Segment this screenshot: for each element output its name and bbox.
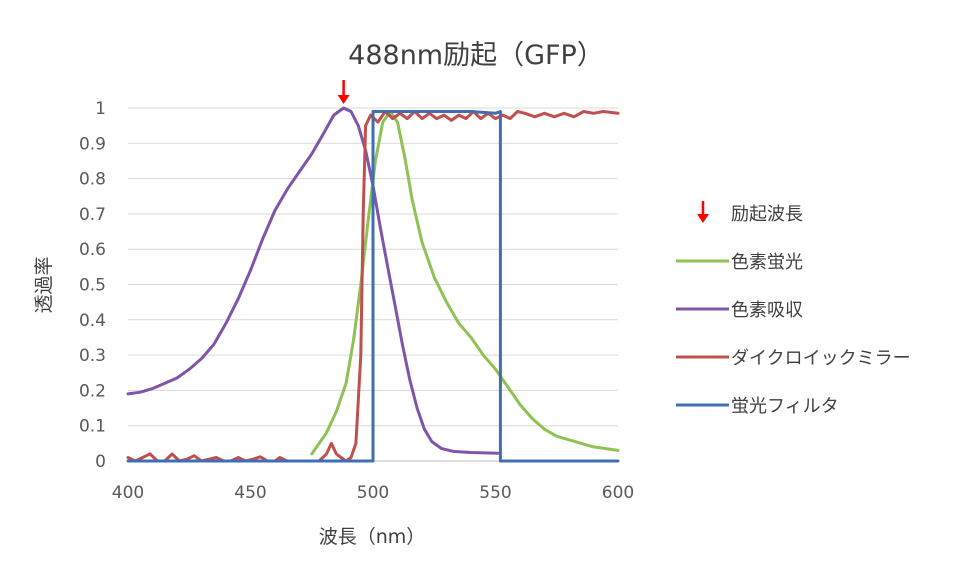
legend-label-3: 蛍光フィルタ (731, 396, 839, 417)
y-tick-label: 0.6 (79, 240, 106, 260)
x-axis-title: 波長（nm） (319, 526, 426, 548)
series-line-1 (126, 106, 500, 455)
legend-label-excitation: 励起波長 (731, 204, 803, 225)
x-tick-label: 450 (234, 483, 266, 503)
series-line-3 (126, 110, 620, 463)
legend-label-2: ダイクロイックミラー (731, 348, 911, 369)
y-axis-ticks: 0 0.1 0.2 0.3 0.4 0.5 0.6 0.7 0.8 0.9 1 (79, 99, 106, 472)
legend-label-0: 色素蛍光 (731, 252, 803, 273)
x-tick-label: 500 (357, 483, 389, 503)
y-tick-label: 0.1 (79, 417, 106, 437)
y-tick-label: 0 (95, 452, 106, 472)
y-tick-label: 0.3 (79, 346, 106, 366)
legend-label-1: 色素吸収 (731, 300, 803, 321)
y-tick-label: 0.9 (79, 134, 106, 154)
y-tick-label: 0.2 (79, 381, 106, 401)
x-tick-label: 600 (602, 483, 634, 503)
x-axis-ticks: 400 450 500 550 600 (112, 483, 634, 503)
y-tick-label: 1 (95, 99, 106, 119)
x-tick-label: 400 (112, 483, 144, 503)
legend-marker-excitation (697, 201, 709, 223)
y-tick-label: 0.5 (79, 276, 106, 296)
y-tick-label: 0.7 (79, 205, 106, 225)
excitation-arrow-head (337, 95, 350, 104)
y-tick-label: 0.8 (79, 170, 106, 190)
chart-title: 488nm励起（GFP） (348, 40, 604, 71)
y-axis-title: 透過率 (33, 256, 55, 313)
excitation-marker (337, 80, 350, 104)
series-line-0 (310, 110, 620, 456)
y-tick-label: 0.4 (79, 311, 106, 331)
legend-arrow-head (697, 214, 709, 223)
x-tick-label: 550 (479, 483, 511, 503)
series-lines (126, 106, 620, 463)
